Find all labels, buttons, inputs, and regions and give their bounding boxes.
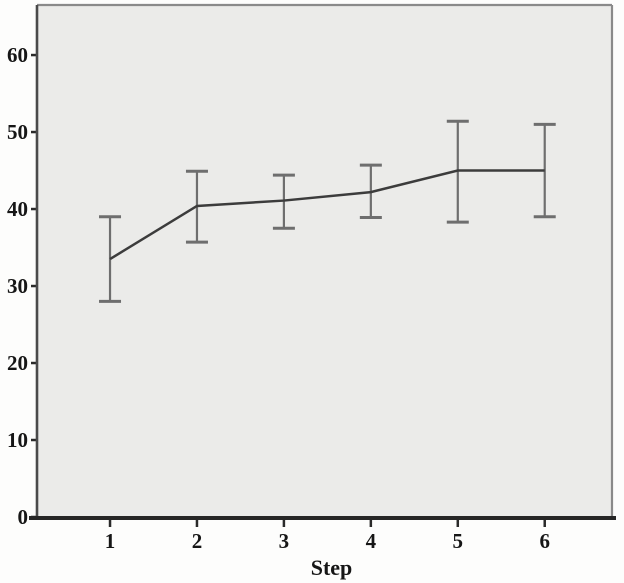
x-tick-label: 4 (366, 529, 377, 553)
y-tick-label: 50 (7, 120, 28, 144)
x-tick-label: 5 (453, 529, 464, 553)
y-tick-label: 30 (7, 274, 28, 298)
y-tick-label: 20 (7, 351, 28, 375)
x-tick-label: 3 (279, 529, 290, 553)
x-tick-label: 2 (192, 529, 203, 553)
x-axis-title: Step (311, 555, 353, 580)
x-tick-label: 6 (539, 529, 550, 553)
x-tick-label: 1 (105, 529, 116, 553)
y-tick-label: 60 (7, 43, 28, 67)
y-tick-label: 10 (7, 428, 28, 452)
y-tick-label: 40 (7, 197, 28, 221)
y-tick-label: 0 (18, 505, 29, 529)
plot-area (37, 5, 612, 517)
data-line-mean (109, 169, 545, 261)
